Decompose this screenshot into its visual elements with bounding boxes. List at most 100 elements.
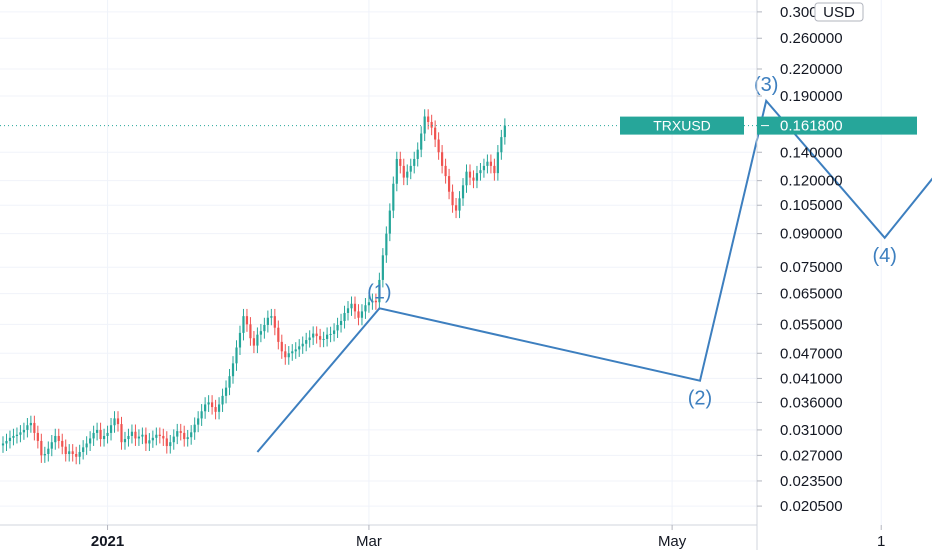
candle [256, 327, 259, 354]
candle [454, 198, 458, 219]
candle [82, 440, 85, 460]
candle-body [162, 435, 165, 439]
candle-body [263, 325, 266, 332]
candle-body [270, 316, 273, 318]
x-tick-label: May [658, 533, 687, 550]
candle [95, 422, 99, 441]
candle-body [420, 133, 423, 150]
candle-body [273, 316, 276, 328]
candle-body [374, 300, 377, 303]
candle [482, 158, 486, 178]
candle-body [353, 303, 357, 312]
candle [5, 433, 8, 452]
candle [451, 184, 454, 213]
y-tick-label: 0.041000 [780, 370, 843, 387]
candle-body [493, 165, 496, 174]
candle-body [50, 442, 53, 449]
candle [113, 411, 116, 433]
candle [308, 330, 311, 348]
candle-body [123, 439, 127, 443]
candle [458, 191, 461, 219]
price-axis[interactable]: 0.3000000.2600000.2200000.1900000.140000… [757, 4, 843, 515]
currency-badge[interactable]: USD [814, 2, 864, 22]
candle-body [40, 440, 43, 456]
wave-label: (2) [688, 388, 712, 410]
candle-body [294, 349, 297, 352]
candle-body [130, 431, 134, 436]
candle-body [211, 402, 214, 408]
candle [245, 308, 249, 332]
symbol-badge[interactable] [620, 116, 744, 135]
candle [409, 158, 412, 180]
candle-body [454, 205, 458, 211]
candle-body [89, 438, 92, 444]
candle-body [82, 447, 85, 452]
candle-body [381, 255, 384, 280]
candle-body [371, 300, 374, 303]
price-marker-layer: TRXUSD 0.161800 [0, 116, 917, 135]
candle [15, 427, 19, 444]
candle-body [402, 165, 405, 178]
grid-layer [0, 0, 882, 525]
candle [461, 178, 465, 206]
candle [54, 428, 57, 450]
candle-body [392, 183, 395, 211]
candle [231, 356, 235, 384]
candle [503, 118, 506, 145]
candle-body [92, 432, 95, 439]
candle-body [409, 165, 412, 172]
elliott-wave-line[interactable] [256, 65, 932, 453]
candle [224, 380, 228, 404]
candle-body [78, 451, 81, 457]
candle [399, 151, 402, 174]
candle [200, 404, 203, 426]
candle [259, 323, 262, 343]
last-price-badge[interactable] [757, 116, 917, 135]
candle-body [231, 363, 235, 377]
candle-body [68, 451, 71, 455]
candle [326, 327, 329, 347]
candle [280, 334, 283, 359]
candle-body [329, 333, 332, 335]
candle [106, 425, 109, 444]
candle-body [116, 418, 120, 425]
candle [496, 145, 499, 181]
candle [357, 304, 360, 326]
candle [228, 368, 231, 396]
candle-body [277, 327, 280, 342]
candle-body [228, 376, 231, 388]
candle-body [33, 422, 36, 433]
candle [395, 151, 398, 192]
candle [158, 427, 161, 444]
candle-body [158, 434, 161, 436]
candle-body [312, 333, 315, 338]
candle [57, 428, 60, 449]
candle [472, 170, 475, 189]
candle-body [183, 432, 186, 440]
candle [207, 395, 210, 412]
y-tick-label: 0.020500 [780, 498, 843, 515]
candle-body [447, 176, 451, 192]
y-tick-label: 0.047000 [780, 345, 843, 362]
y-tick-label: 0.190000 [780, 88, 843, 105]
candle [144, 427, 147, 452]
candle-body [427, 116, 430, 122]
candle [235, 340, 238, 371]
candle-body [280, 341, 283, 352]
candle [441, 145, 444, 174]
time-axis[interactable]: 2021 Mar May 1 [91, 525, 886, 550]
y-tick-label: 0.105000 [780, 197, 843, 214]
candle-body [12, 435, 15, 438]
candle-body [169, 442, 172, 447]
candle-body [176, 431, 179, 437]
candle [127, 428, 130, 447]
candle-body [451, 191, 454, 206]
candle-body [155, 434, 158, 438]
candle-body [217, 404, 221, 412]
candle-body [350, 303, 353, 309]
candle-body [332, 330, 336, 334]
candle-body [475, 173, 479, 181]
candle [89, 431, 92, 452]
